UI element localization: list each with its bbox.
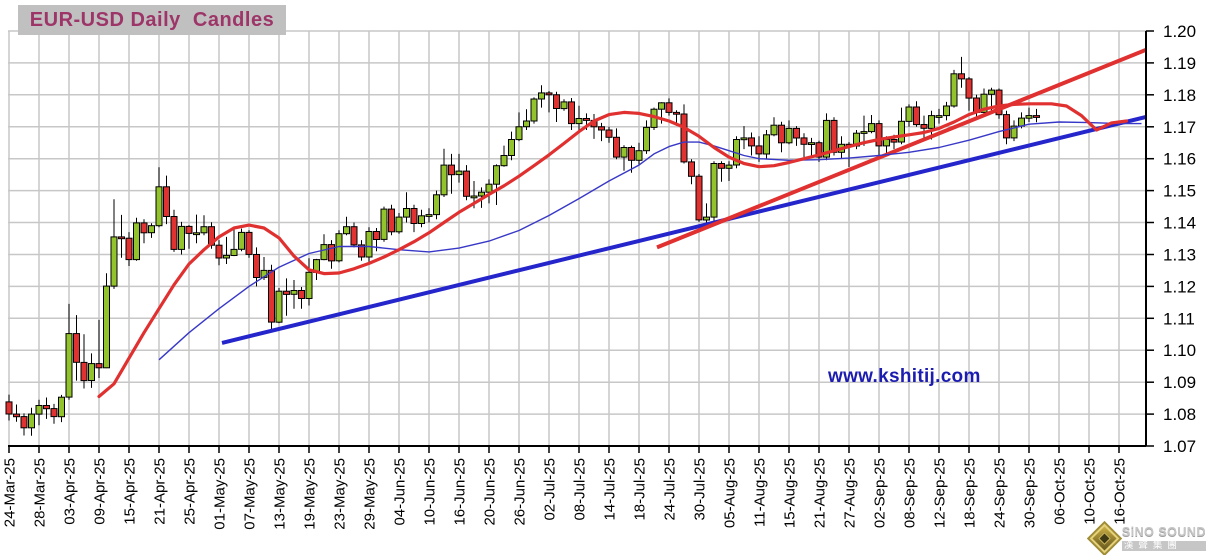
svg-text:29-May-25: 29-May-25 [362, 458, 379, 530]
svg-text:30-Jul-25: 30-Jul-25 [692, 458, 709, 521]
svg-text:12-Sep-25: 12-Sep-25 [932, 458, 949, 528]
svg-text:21-Apr-25: 21-Apr-25 [152, 458, 169, 525]
svg-text:1.20: 1.20 [1163, 22, 1196, 41]
svg-text:26-Jun-25: 26-Jun-25 [512, 458, 529, 526]
svg-text:08-Sep-25: 08-Sep-25 [902, 458, 919, 528]
svg-text:1.10: 1.10 [1163, 341, 1196, 360]
logo-chinese-name: 漢聲集團 [1121, 540, 1206, 551]
sino-sound-logo: SiNO SOUND 漢聲集團 [1086, 520, 1206, 555]
svg-text:1.09: 1.09 [1163, 373, 1196, 392]
svg-text:1.07: 1.07 [1163, 437, 1196, 456]
ma-fast-line [97, 102, 1129, 399]
svg-text:24-Sep-25: 24-Sep-25 [992, 458, 1009, 528]
logo-name: SiNO SOUND [1121, 525, 1206, 540]
grid-layer [8, 30, 1146, 446]
svg-text:01-May-25: 01-May-25 [212, 458, 229, 530]
svg-text:1.13: 1.13 [1163, 246, 1196, 265]
svg-text:30-Sep-25: 30-Sep-25 [1022, 458, 1039, 528]
svg-text:06-Oct-25: 06-Oct-25 [1052, 458, 1069, 525]
sino-sound-logo-text: SiNO SOUND 漢聲集團 [1121, 525, 1206, 551]
svg-text:02-Jul-25: 02-Jul-25 [542, 458, 559, 521]
x-axis: 24-Mar-25 28-Mar-25 03-Apr-25 09-Apr-25 15-A… [2, 445, 1146, 530]
sino-sound-diamond-icon [1086, 520, 1122, 555]
svg-text:13-May-25: 13-May-25 [272, 458, 289, 530]
svg-text:10-Oct-25: 10-Oct-25 [1082, 458, 1099, 525]
svg-text:1.18: 1.18 [1163, 86, 1196, 105]
trendline-blue [221, 114, 1147, 345]
svg-text:1.14: 1.14 [1163, 214, 1196, 233]
svg-text:02-Sep-25: 02-Sep-25 [872, 458, 889, 528]
svg-text:1.16: 1.16 [1163, 150, 1196, 169]
svg-text:03-Apr-25: 03-Apr-25 [62, 458, 79, 525]
svg-text:27-Aug-25: 27-Aug-25 [842, 458, 859, 528]
svg-text:1.17: 1.17 [1163, 118, 1196, 137]
svg-text:18-Sep-25: 18-Sep-25 [962, 458, 979, 528]
trendline-red [656, 47, 1147, 250]
svg-text:05-Aug-25: 05-Aug-25 [722, 458, 739, 528]
kshitij-watermark: www.kshitij.com [828, 366, 981, 387]
y-axis: 1.20 1.19 1.18 1.17 1.16 1.15 1.14 1.13 1.12 1.11… [1145, 22, 1196, 456]
svg-text:24-Jul-25: 24-Jul-25 [662, 458, 679, 521]
svg-text:20-Jun-25: 20-Jun-25 [482, 458, 499, 526]
svg-text:04-Jun-25: 04-Jun-25 [392, 458, 409, 526]
svg-text:1.15: 1.15 [1163, 182, 1196, 201]
svg-text:10-Jun-25: 10-Jun-25 [422, 458, 439, 526]
svg-text:11-Aug-25: 11-Aug-25 [752, 458, 769, 527]
candles-layer [5, 56, 1040, 436]
svg-text:08-Jul-25: 08-Jul-25 [572, 458, 589, 521]
svg-text:16-Jun-25: 16-Jun-25 [452, 458, 469, 526]
svg-text:1.11: 1.11 [1163, 309, 1195, 328]
ma-slow-line [158, 121, 1142, 361]
svg-text:09-Apr-25: 09-Apr-25 [92, 458, 109, 525]
svg-text:1.08: 1.08 [1163, 405, 1196, 424]
svg-text:25-Apr-25: 25-Apr-25 [182, 458, 199, 525]
svg-text:1.19: 1.19 [1163, 54, 1196, 73]
svg-text:1.12: 1.12 [1163, 277, 1196, 296]
svg-text:15-Apr-25: 15-Apr-25 [122, 458, 139, 525]
svg-text:28-Mar-25: 28-Mar-25 [32, 458, 49, 527]
svg-text:15-Aug-25: 15-Aug-25 [782, 458, 799, 528]
svg-text:23-May-25: 23-May-25 [332, 458, 349, 530]
svg-text:16-Oct-25: 16-Oct-25 [1112, 458, 1129, 525]
svg-text:07-May-25: 07-May-25 [242, 458, 259, 530]
svg-text:19-May-25: 19-May-25 [302, 458, 319, 530]
svg-text:14-Jul-25: 14-Jul-25 [602, 458, 619, 521]
svg-text:18-Jul-25: 18-Jul-25 [632, 458, 649, 521]
svg-text:24-Mar-25: 24-Mar-25 [2, 458, 19, 527]
svg-text:21-Aug-25: 21-Aug-25 [812, 458, 829, 528]
chart-title: EUR-USD Daily Candles [18, 5, 286, 35]
